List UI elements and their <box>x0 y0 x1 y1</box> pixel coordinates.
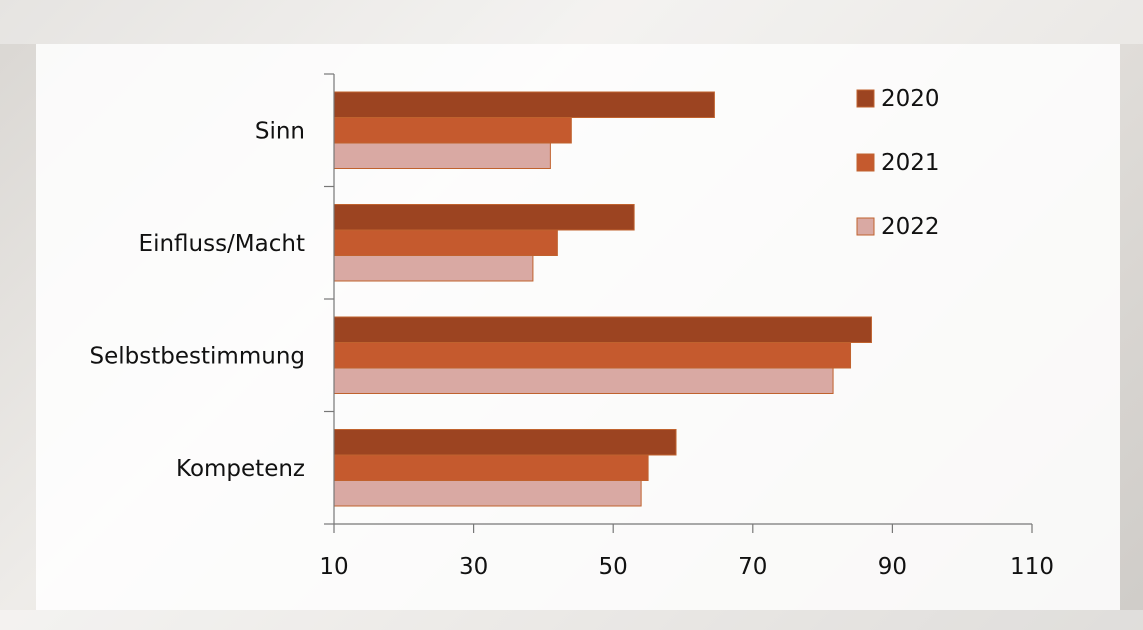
category-label: Selbstbestimmung <box>90 343 305 369</box>
legend-swatch-2021 <box>856 153 875 172</box>
category-label: Sinn <box>255 118 305 144</box>
bar-2022-sinn <box>333 142 551 169</box>
x-tick-label: 70 <box>738 554 767 580</box>
bar-2021-einfluss-macht <box>333 229 558 256</box>
x-tick-label: 110 <box>1010 554 1054 580</box>
bar-2020-kompetenz <box>333 429 677 456</box>
background-streak <box>0 610 1143 630</box>
category-label: Einfluss/Macht <box>139 231 305 257</box>
legend-swatch-2020 <box>856 89 875 108</box>
bar-2021-kompetenz <box>333 454 649 481</box>
legend-label-2022: 2022 <box>881 214 940 240</box>
bar-2020-selbstbestimmung <box>333 316 872 343</box>
bar-2021-selbstbestimmung <box>333 342 852 369</box>
bar-2022-einfluss-macht <box>333 255 534 282</box>
legend-swatch-2022 <box>856 217 875 236</box>
x-tick-label: 10 <box>319 554 348 580</box>
x-tick-label: 50 <box>599 554 628 580</box>
background-streak <box>0 0 1143 44</box>
category-label: Kompetenz <box>176 456 305 482</box>
bar-2022-kompetenz <box>333 480 642 507</box>
bar-2021-sinn <box>333 117 572 144</box>
bar-2020-sinn <box>333 91 715 118</box>
x-tick-label: 30 <box>459 554 488 580</box>
x-tick-label: 90 <box>878 554 907 580</box>
legend-label-2020: 2020 <box>881 86 940 112</box>
bar-2020-einfluss-macht <box>333 204 635 231</box>
bar-2022-selbstbestimmung <box>333 367 834 394</box>
legend-label-2021: 2021 <box>881 150 940 176</box>
